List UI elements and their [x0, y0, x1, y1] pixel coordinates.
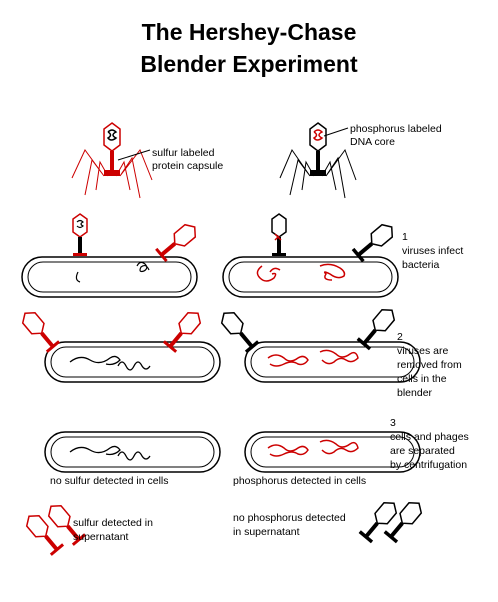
step1-number: 1	[402, 231, 408, 243]
row3-right-cell	[244, 431, 421, 473]
sulfur-supernatant-line1: sulfur detected in	[73, 517, 153, 529]
supernatant-black-phages	[358, 497, 426, 544]
sulfur-labeled-phage	[71, 122, 153, 199]
no-phosphorus-line1: no phosphorus detected	[233, 512, 346, 524]
step2-number: 2	[397, 331, 403, 343]
row1-right-cell	[222, 213, 399, 298]
step2-text-line4: blender	[397, 387, 433, 399]
step3-text-line3: by centrifugation	[390, 459, 468, 471]
step2-text-line3: cells in the	[397, 373, 447, 385]
no-phosphorus-line2: in supernatant	[233, 526, 300, 538]
step1-text-line2: bacteria	[402, 259, 440, 271]
row3-left-cell	[44, 431, 221, 473]
phosphorus-labeled-line1: phosphorus labeled	[350, 123, 442, 135]
title-line-1: The Hershey-Chase	[141, 19, 357, 45]
sulfur-supernatant-line2: supernatant	[73, 531, 129, 543]
phosphorus-labeled-phage	[279, 122, 357, 199]
no-sulfur-in-cells: no sulfur detected in cells	[50, 475, 169, 487]
step3-text-line1: cells and phages	[390, 431, 469, 443]
step2-text-line1: viruses are	[397, 345, 449, 357]
row2-right-cell	[217, 304, 421, 383]
row1-left-cell	[21, 213, 201, 298]
sulfur-labeled-line2: protein capsule	[152, 160, 224, 172]
step2-text-line2: removed from	[397, 359, 462, 371]
step3-text-line2: are separated	[390, 445, 455, 457]
step1-text-line1: viruses infect	[402, 245, 464, 257]
sulfur-labeled-line1: sulfur labeled	[152, 147, 215, 159]
phosphorus-in-cells: phosphorus detected in cells	[233, 475, 367, 487]
step3-number: 3	[390, 417, 396, 429]
row2-left-cell	[18, 307, 221, 383]
phosphorus-labeled-line2: DNA core	[350, 136, 395, 148]
title-line-2: Blender Experiment	[140, 51, 358, 77]
